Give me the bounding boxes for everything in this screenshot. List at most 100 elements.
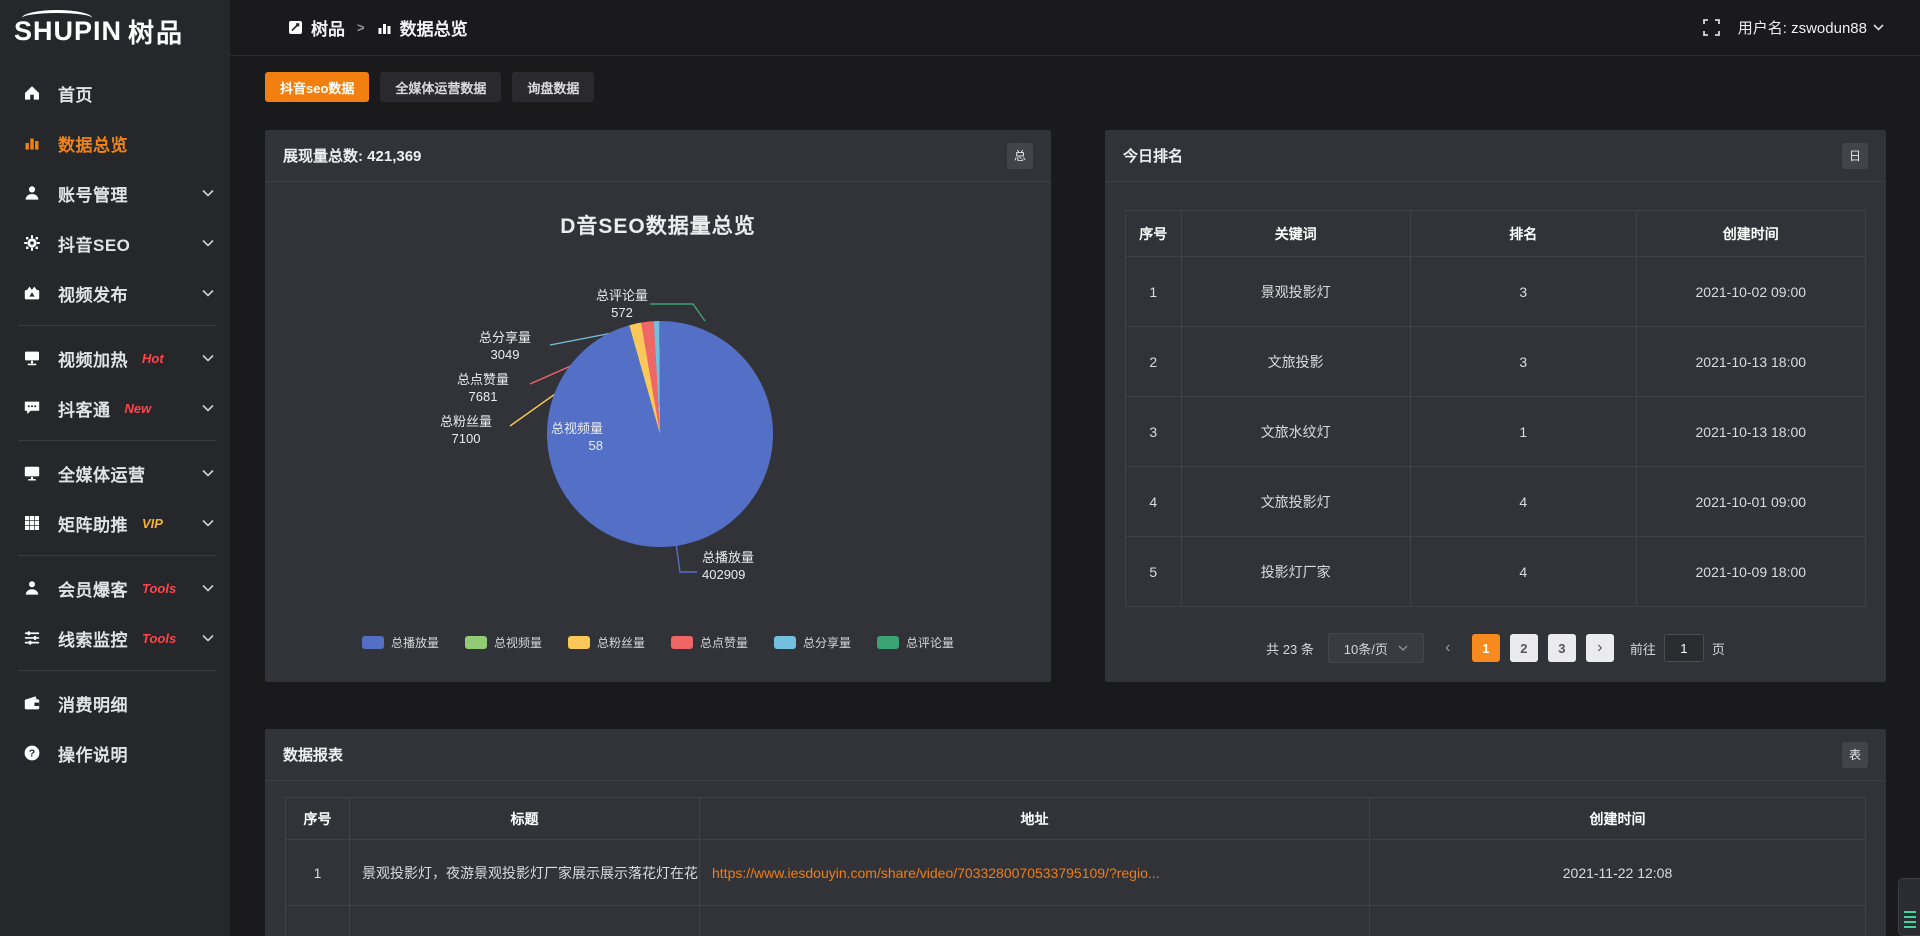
sidebar-item-线索监控[interactable]: 线索监控 Tools (0, 613, 230, 663)
ranking-column-排名: 排名 (1409, 210, 1637, 257)
pie-label-总粉丝量: 总粉丝量 7100 (439, 414, 492, 446)
legend-label: 总评论量 (906, 636, 955, 650)
sidebar-item-数据总览[interactable]: 数据总览 (0, 118, 230, 168)
chevron-down-icon (202, 519, 214, 527)
page-button-2[interactable]: 2 (1509, 634, 1538, 662)
legend-item-总视频量[interactable]: 总视频量 (464, 634, 542, 651)
report-row-partial (285, 905, 1866, 936)
legend-item-总粉丝量[interactable]: 总粉丝量 (567, 634, 645, 651)
legend-swatch (464, 636, 487, 649)
tab-询盘数据[interactable]: 询盘数据 (512, 72, 595, 102)
fullscreen-icon[interactable] (1702, 19, 1720, 36)
ranking-cell: 投影灯厂家 (1180, 536, 1411, 607)
tab-抖音seo数据[interactable]: 抖音seo数据 (265, 72, 370, 102)
ranking-cell: 3 (1125, 396, 1182, 467)
ranking-row: 5 投影灯厂家 4 2021-10-09 18:00 (1125, 536, 1867, 607)
jump-page-input[interactable] (1663, 634, 1704, 662)
sidebar-item-视频发布[interactable]: 视频发布 (0, 268, 230, 318)
chevron-down-icon (202, 584, 214, 592)
chevron-down-icon (202, 354, 214, 362)
sidebar-item-label: 视频加热 (58, 350, 128, 370)
sidebar-divider (18, 555, 216, 556)
ranking-cell: 1 (1125, 256, 1182, 327)
sidebar-item-操作说明[interactable]: ? 操作说明 (0, 728, 230, 778)
sidebar-item-消费明细[interactable]: 消费明细 (0, 678, 230, 728)
pie-label-总点赞量: 总点赞量 7681 (456, 372, 509, 404)
sidebar-item-账号管理[interactable]: 账号管理 (0, 168, 230, 218)
report-table-button[interactable]: 表 (1842, 741, 1868, 768)
sidebar-menu: 首页 数据总览 账号管理 抖音SEO 视频发布视频加热 Hot 抖客通 New 全媒体运营 矩阵助… (0, 62, 230, 778)
ranking-cell: 5 (1125, 536, 1182, 607)
ranking-cell: 2021-10-01 09:00 (1635, 466, 1867, 537)
prev-page-button[interactable]: ‹ (1445, 639, 1451, 656)
chart-total-button[interactable]: 总 (1007, 142, 1033, 169)
chevron-down-icon (202, 634, 214, 642)
pagination: 共 23 条 10条/页 ‹ 123 › 前往 页 (1125, 633, 1866, 663)
legend-swatch (877, 636, 900, 649)
sidebar-item-会员爆客[interactable]: 会员爆客 Tools (0, 563, 230, 613)
legend-item-总点赞量[interactable]: 总点赞量 (671, 634, 748, 651)
user-menu[interactable]: 用户名: zswodun88 (1738, 17, 1884, 38)
page-size-select[interactable]: 10条/页 (1327, 633, 1424, 663)
ranking-cell: 2021-10-02 09:00 (1635, 256, 1867, 327)
legend-item-总播放量[interactable]: 总播放量 (361, 634, 439, 651)
legend-swatch (774, 636, 797, 649)
ranking-row: 2 文旅投影 3 2021-10-13 18:00 (1125, 326, 1867, 397)
pie-graphic[interactable] (547, 321, 773, 547)
tab-全媒体运营数据[interactable]: 全媒体运营数据 (380, 72, 502, 102)
ranking-day-button[interactable]: 日 (1842, 142, 1868, 169)
video-link[interactable]: https://www.iesdouyin.com/share/video/70… (712, 864, 1160, 881)
ranking-cell: 文旅水纹灯 (1180, 396, 1411, 467)
ranking-table-header-row: 序号 关键词 排名 创建时间 (1125, 210, 1867, 257)
chevron-down-icon (202, 189, 214, 197)
brand-logo[interactable]: SHUPIN 树品 (0, 0, 230, 62)
legend-label: 总视频量 (493, 636, 542, 650)
page-button-3[interactable]: 3 (1547, 634, 1576, 662)
ranking-card-body: 序号 关键词 排名 创建时间 1 景观投影灯 3 2021-10-02 09:00 2 文旅投影… (1105, 182, 1886, 663)
report-cell-url: https://www.iesdouyin.com/share/video/70… (699, 839, 1370, 906)
report-column-标题: 标题 (349, 797, 700, 840)
chat-widget[interactable] (1898, 878, 1920, 936)
legend-item-总分享量[interactable]: 总分享量 (774, 634, 851, 651)
sidebar-item-视频加热[interactable]: 视频加热 Hot (0, 333, 230, 383)
next-page-button[interactable]: › (1585, 634, 1614, 662)
report-column-创建时间: 创建时间 (1369, 797, 1866, 840)
sidebar-item-label: 消费明细 (58, 695, 128, 715)
ranking-cell: 3 (1409, 326, 1637, 397)
report-cell-title: 景观投影灯，夜游景观投影灯厂家展示展示落花灯在花园里的灯光投影应用效果 # (349, 839, 700, 906)
sidebar-badge: VIP (142, 515, 163, 531)
sidebar-item-矩阵助推[interactable]: 矩阵助推 VIP (0, 498, 230, 548)
page-button-1[interactable]: 1 (1471, 634, 1500, 662)
topbar-right: 用户名: zswodun88 (1702, 17, 1884, 38)
sidebar-item-全媒体运营[interactable]: 全媒体运营 (0, 448, 230, 498)
legend-swatch (671, 636, 693, 649)
brand-logo-suffix: 树品 (128, 17, 185, 48)
chart-metric: 展现量总数: 421,369 (283, 148, 422, 165)
sidebar-divider (18, 670, 216, 671)
wallet-icon (22, 693, 42, 713)
pie-chart: D音SEO数据量总览 总评论量 572 总分享量 3049 总点赞量 7681 总粉丝量 71… (265, 182, 1051, 682)
page-jump: 前往 页 (1630, 634, 1725, 662)
help-icon: ? (22, 743, 42, 763)
ranking-table: 序号 关键词 排名 创建时间 1 景观投影灯 3 2021-10-02 09:00 2 文旅投影… (1125, 210, 1867, 607)
ranking-cell: 2021-10-13 18:00 (1635, 396, 1867, 467)
breadcrumb-item-home[interactable]: 树品 (311, 20, 345, 39)
page-size-value: 10条/页 (1343, 641, 1388, 657)
ranking-cell: 4 (1409, 466, 1637, 537)
sidebar-item-首页[interactable]: 首页 (0, 68, 230, 118)
legend-item-总评论量[interactable]: 总评论量 (877, 634, 954, 651)
member-icon (22, 578, 42, 598)
sidebar-item-抖音SEO[interactable]: 抖音SEO (0, 218, 230, 268)
chart-legend: 总播放量 总视频量 总粉丝量 总点赞量 总分享量 总评论量 (265, 634, 1051, 651)
report-card: 数据报表 表 序号 标题 地址 创建时间 1 景观投影灯，夜游景观投影灯厂家展示展示落花… (265, 729, 1886, 936)
sidebar-badge: Tools (142, 630, 177, 646)
sidebar-item-抖客通[interactable]: 抖客通 New (0, 383, 230, 433)
sidebar-divider (18, 440, 216, 441)
pie-label-总视频量: 总视频量 58 (550, 421, 603, 453)
pagination-total: 共 23 条 (1266, 641, 1314, 657)
pie-label-总分享量: 总分享量 3049 (478, 330, 531, 362)
